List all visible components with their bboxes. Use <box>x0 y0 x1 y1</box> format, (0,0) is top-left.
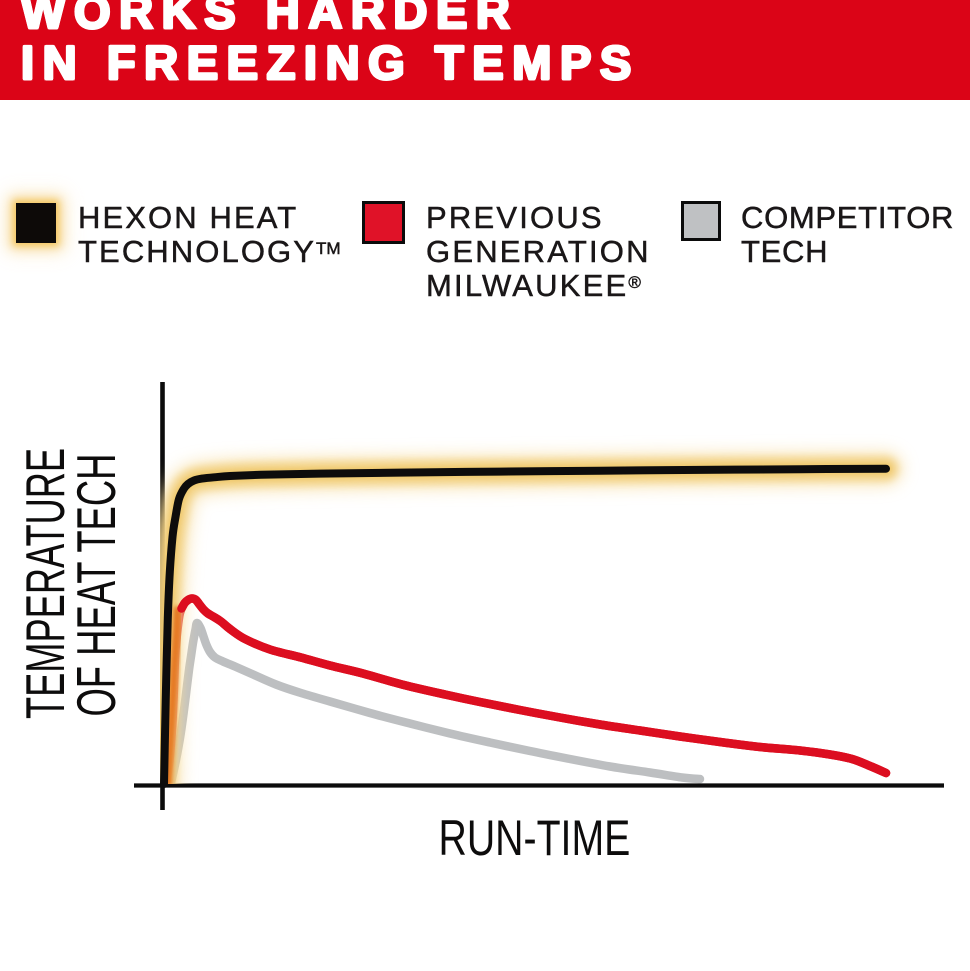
svg-text:RUN-TIME: RUN-TIME <box>439 809 631 866</box>
svg-text:OF HEAT TECH: OF HEAT TECH <box>65 454 126 717</box>
svg-text:TEMPERATURE: TEMPERATURE <box>14 448 75 719</box>
